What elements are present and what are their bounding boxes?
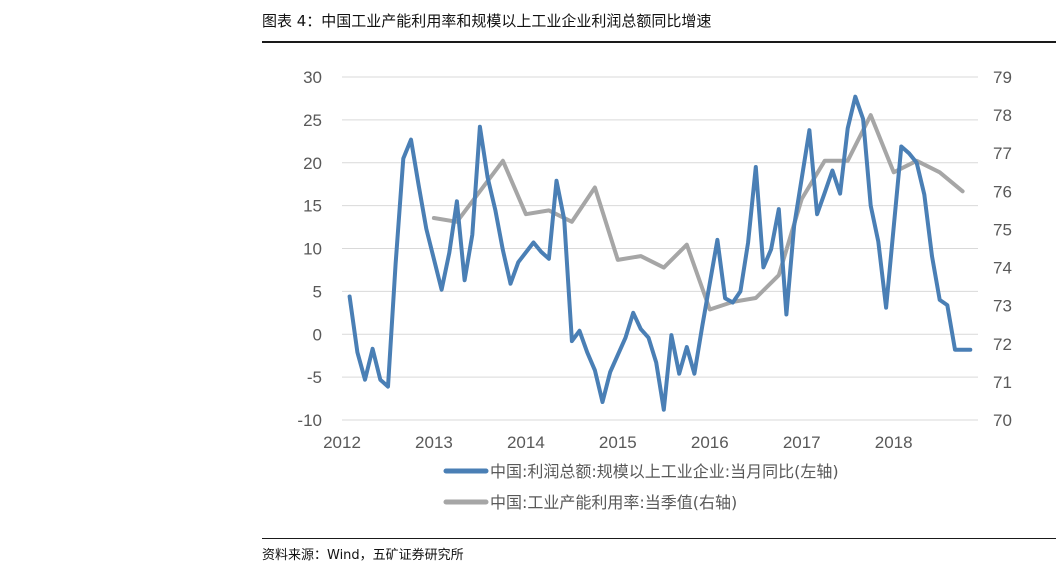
profit-growth-line: [347, 94, 973, 412]
chart-title: 图表 4：中国工业产能利用率和规模以上工业企业利润总额同比增速: [262, 12, 712, 30]
left-axis-tick-label: -10: [297, 411, 322, 430]
left-axis-tick-label: 25: [303, 111, 322, 130]
right-axis-ticks: 70 71 72 73 74 75 76 77 78 79: [993, 68, 1012, 430]
gridlines: [342, 76, 978, 421]
left-axis-ticks: -10 -5 0 5 10 15 20 25 30: [297, 68, 322, 430]
right-axis-tick-label: 71: [993, 373, 1012, 392]
capacity-utilization-line: [431, 113, 965, 312]
left-axis-tick-label: -5: [307, 368, 322, 387]
right-axis-tick-label: 70: [993, 411, 1012, 430]
right-axis-tick-label: 72: [993, 335, 1012, 354]
x-axis-tick-label: 2012: [323, 433, 361, 452]
legend: 中国:利润总额:规模以上工业企业:当月同比(左轴) 中国:工业产能利用率:当季值(…: [443, 462, 839, 512]
right-axis-tick-label: 76: [993, 182, 1012, 201]
left-axis-tick-label: 10: [303, 240, 322, 259]
left-axis-tick-label: 15: [303, 197, 322, 216]
x-axis-tick-label: 2017: [783, 433, 821, 452]
left-axis-tick-label: 30: [303, 68, 322, 87]
source-note: 资料来源：Wind，五矿证券研究所: [262, 548, 464, 563]
right-axis-tick-label: 74: [993, 259, 1012, 278]
left-axis-tick-label: 5: [313, 282, 322, 301]
x-axis-tick-label: 2016: [691, 433, 729, 452]
right-axis-tick-label: 75: [993, 220, 1012, 239]
right-axis-tick-label: 78: [993, 106, 1012, 125]
x-axis-tick-label: 2013: [415, 433, 453, 452]
x-axis-tick-label: 2015: [599, 433, 637, 452]
title-rule: [262, 41, 1056, 43]
x-axis-ticks: 2012 2013 2014 2015 2016 2017 2018: [323, 419, 978, 452]
x-axis-tick-label: 2018: [875, 433, 913, 452]
right-axis-tick-label: 79: [993, 68, 1012, 87]
right-axis-tick-label: 73: [993, 297, 1012, 316]
left-axis-tick-label: 0: [313, 325, 322, 344]
series-lines: [347, 94, 973, 412]
legend-label: 中国:利润总额:规模以上工业企业:当月同比(左轴): [490, 462, 839, 481]
right-axis-tick-label: 77: [993, 144, 1012, 163]
footer-rule: [262, 538, 1056, 539]
left-axis-tick-label: 20: [303, 154, 322, 173]
x-axis-tick-label: 2014: [507, 433, 545, 452]
legend-label: 中国:工业产能利用率:当季值(右轴): [490, 493, 737, 512]
